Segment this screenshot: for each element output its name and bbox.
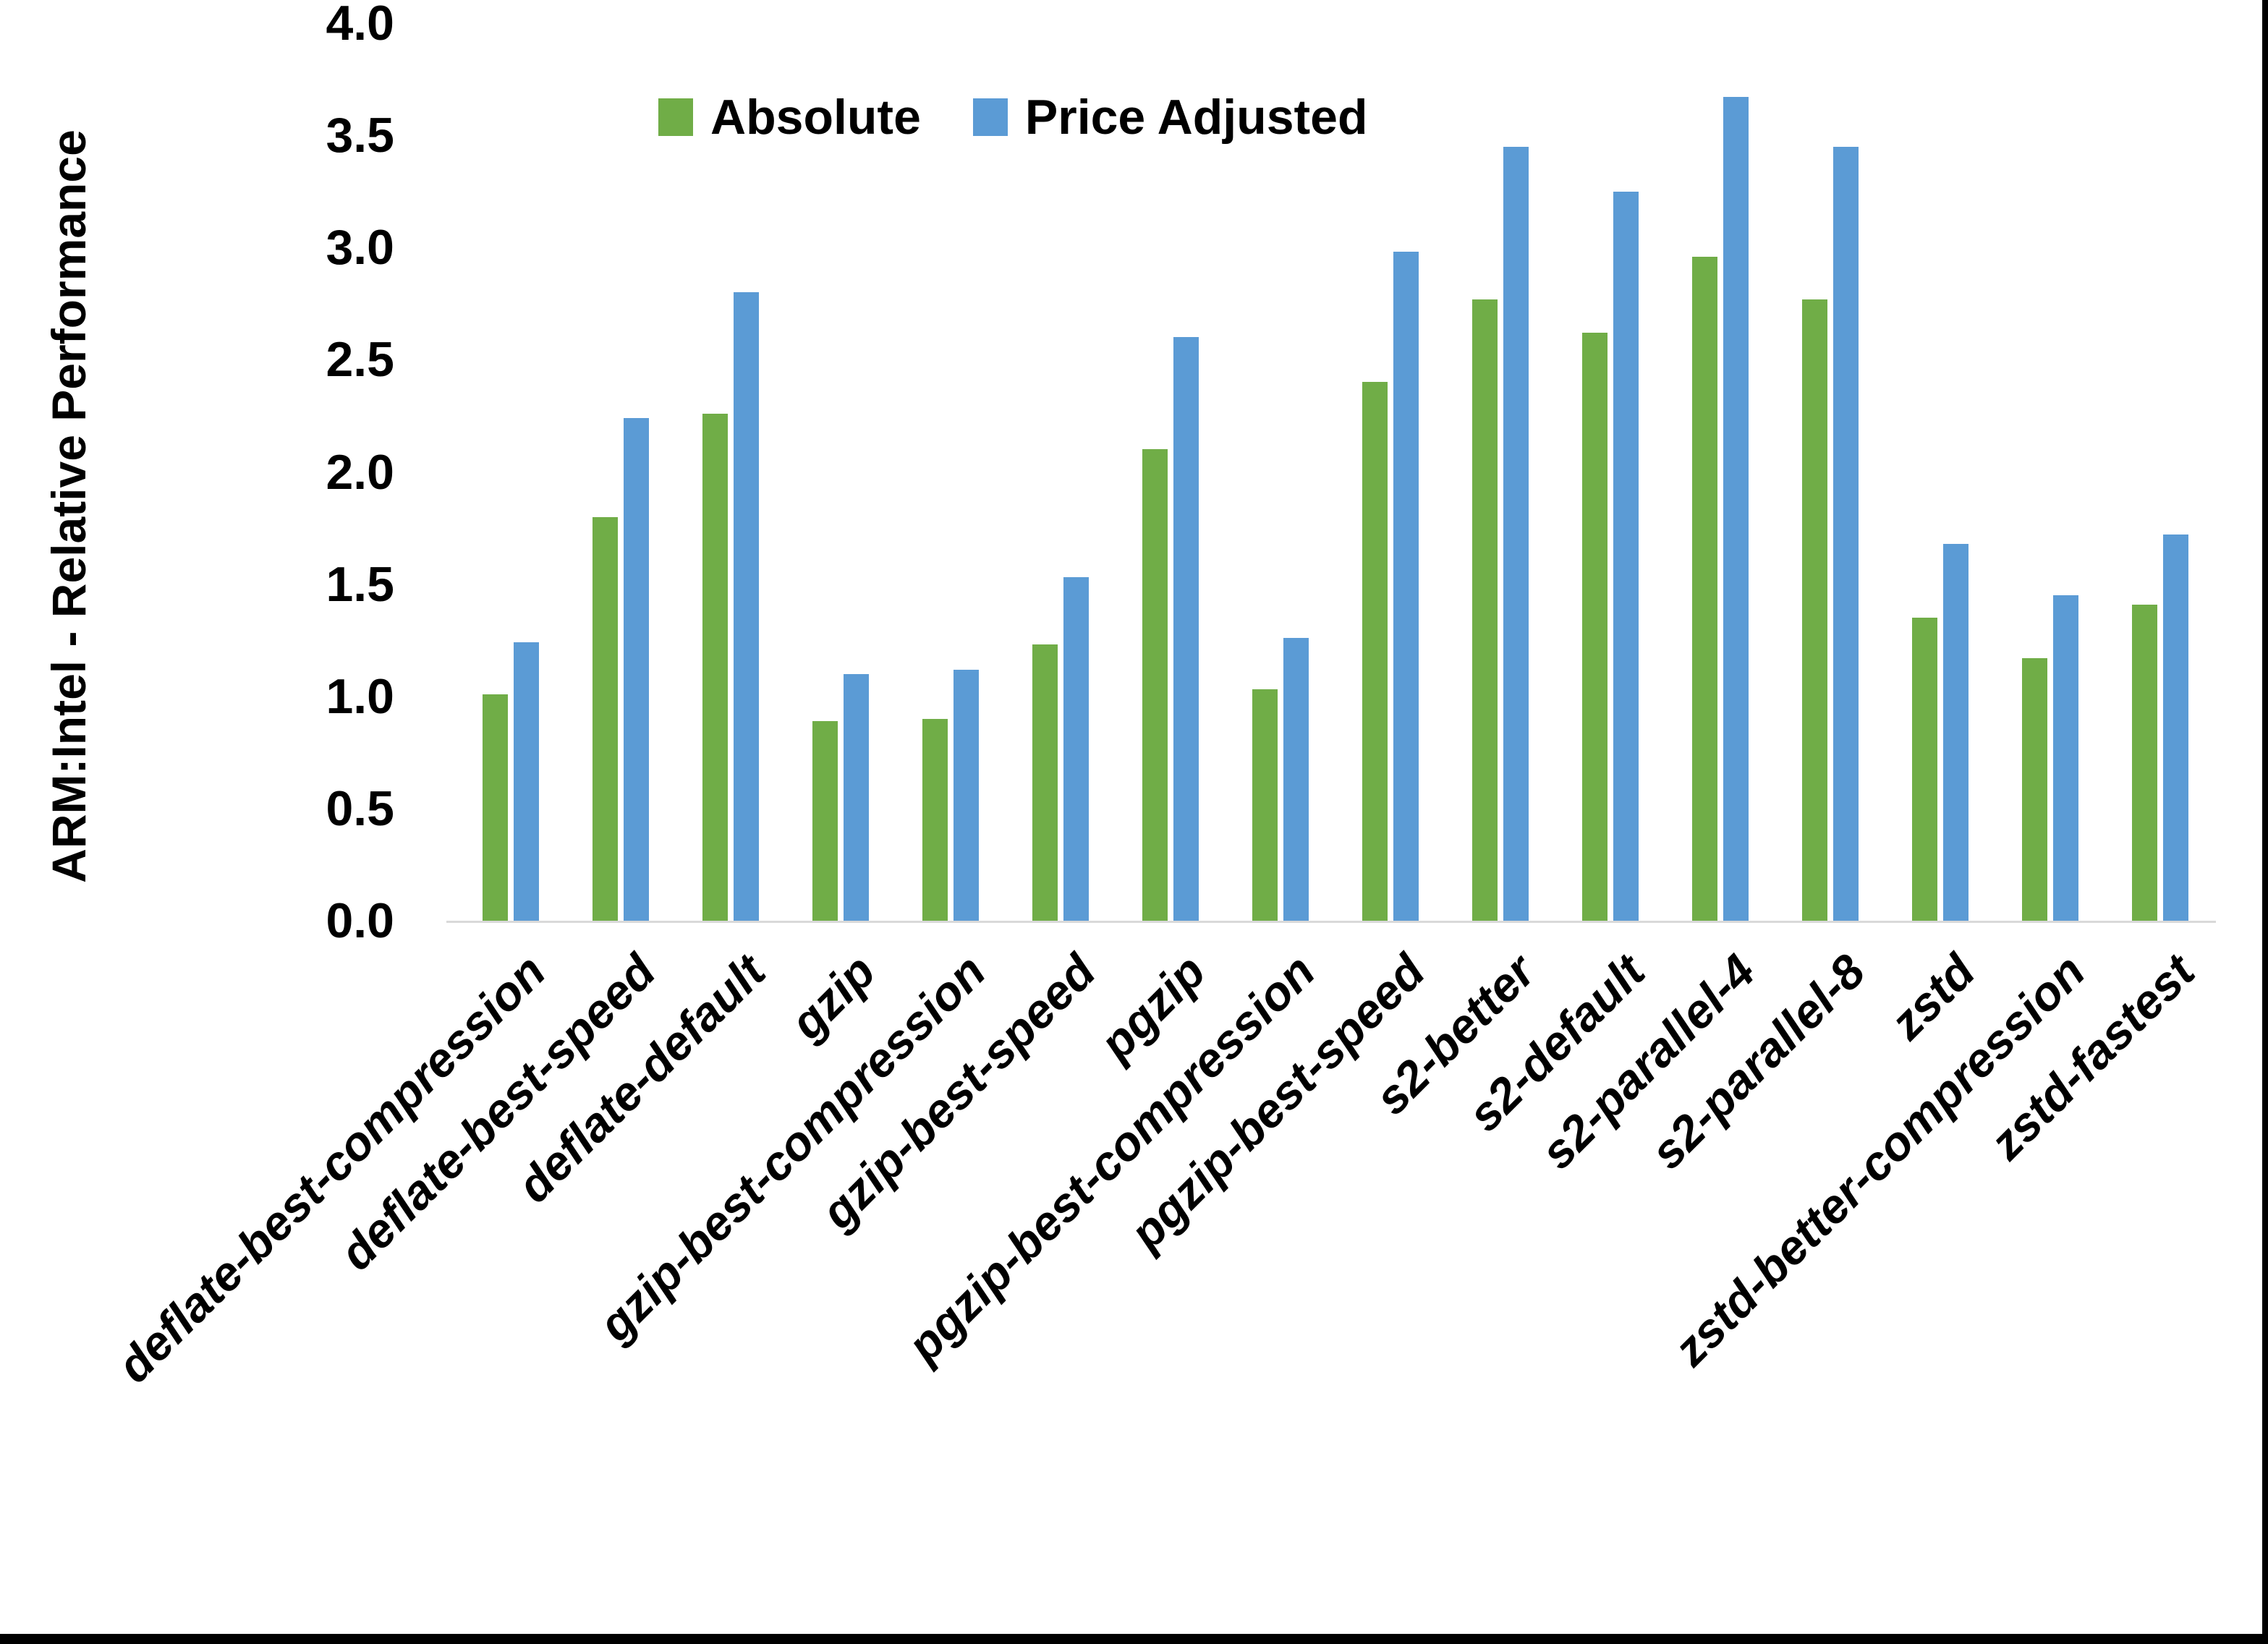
x-tick-label: deflate-best-compression [106, 944, 556, 1393]
chart-legend: Absolute Price Adjusted [658, 90, 1368, 145]
bar-price-adjusted [1173, 337, 1199, 921]
y-tick-label: 0.5 [326, 780, 394, 836]
y-tick-label: 4.0 [326, 0, 394, 51]
bar-price-adjusted [2163, 534, 2188, 921]
x-axis-line [446, 921, 2216, 923]
absolute-series-swatch [658, 98, 693, 136]
bar-absolute [922, 719, 948, 921]
legend-label-absolute: Absolute [710, 90, 921, 145]
legend-item-absolute: Absolute [658, 89, 921, 145]
bar-price-adjusted [2053, 595, 2078, 921]
bar-absolute [812, 721, 838, 921]
y-tick-label: 2.0 [326, 444, 394, 500]
bar-absolute [1472, 299, 1498, 921]
bar-price-adjusted [1613, 192, 1639, 921]
bar-price-adjusted [734, 292, 759, 921]
bar-absolute [2132, 605, 2157, 921]
legend-item-price-adjusted: Price Adjusted [972, 89, 1368, 145]
bar-absolute [1362, 382, 1388, 921]
legend-label-price-adjusted: Price Adjusted [1024, 90, 1368, 145]
bar-absolute [1582, 333, 1607, 921]
bar-absolute [702, 414, 728, 921]
frame-border-bottom [0, 1634, 2268, 1644]
bar-absolute [2022, 658, 2047, 921]
y-tick-label: 1.5 [326, 556, 394, 612]
price-adjusted-series-swatch [972, 98, 1008, 136]
y-tick-label: 2.5 [326, 332, 394, 388]
bar-absolute [1912, 618, 1937, 921]
bar-absolute [1252, 689, 1278, 921]
bar-absolute [483, 694, 508, 921]
bar-price-adjusted [1283, 638, 1309, 921]
bar-price-adjusted [844, 674, 869, 921]
bar-price-adjusted [1723, 97, 1749, 921]
bar-absolute [1142, 449, 1168, 921]
bar-absolute [593, 517, 618, 921]
bar-price-adjusted [514, 642, 539, 921]
frame-border-right [2262, 0, 2268, 1644]
bar-price-adjusted [954, 670, 979, 921]
bar-price-adjusted [1943, 544, 1968, 921]
bar-absolute [1802, 299, 1827, 921]
y-tick-label: 1.0 [326, 668, 394, 724]
y-tick-label: 3.5 [326, 108, 394, 163]
y-axis-title: ARM:Intel - Relative Performance [42, 129, 95, 883]
bar-price-adjusted [1833, 147, 1859, 921]
bar-absolute [1692, 257, 1717, 921]
bar-price-adjusted [1063, 577, 1089, 921]
bar-absolute [1032, 644, 1058, 921]
bar-price-adjusted [1503, 147, 1529, 921]
bar-price-adjusted [1393, 252, 1419, 921]
y-tick-label: 0.0 [326, 893, 394, 948]
bar-price-adjusted [624, 418, 649, 921]
y-tick-label: 3.0 [326, 220, 394, 276]
